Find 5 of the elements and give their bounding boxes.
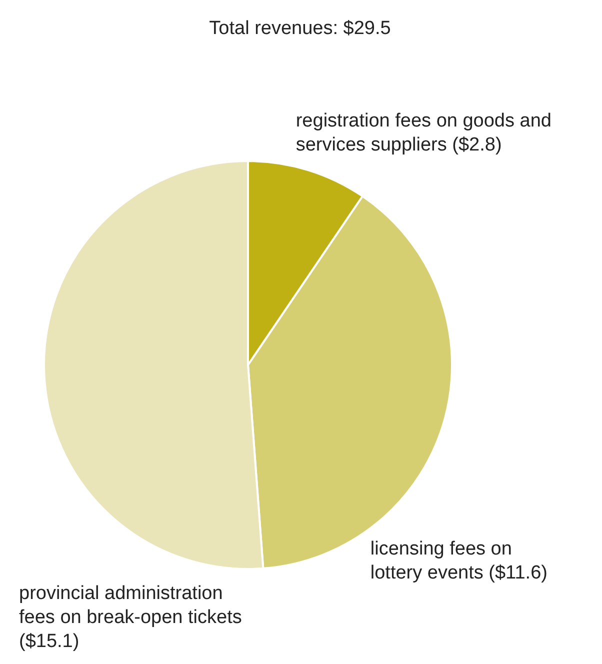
slice-label: provincial administration fees on break-open tickets <box>19 583 242 628</box>
chart-title: Total revenues: $29.5 <box>209 18 391 39</box>
data-label: ($15.1) <box>19 631 80 652</box>
slice-label: registration fees on goods and services suppliers ($2.8) <box>296 110 552 156</box>
slice-label: licensing fees on lottery events ($11.6) <box>370 538 548 584</box>
